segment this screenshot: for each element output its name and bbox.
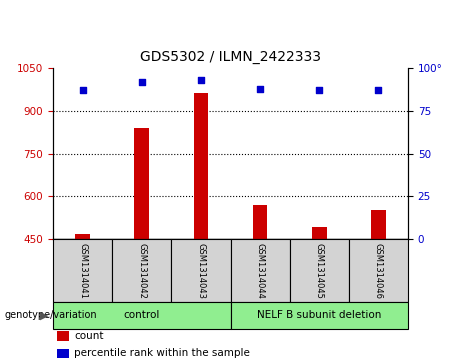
Text: GSM1314045: GSM1314045 [315, 243, 324, 298]
Bar [134, 128, 149, 239]
Bar [57, 348, 69, 358]
Bar [371, 210, 386, 239]
Text: ▶: ▶ [40, 310, 48, 321]
Bar [75, 234, 90, 239]
Bar [57, 331, 69, 341]
Bar [230, 239, 290, 302]
Bar [349, 239, 408, 302]
Bar [53, 239, 112, 302]
Point [256, 86, 264, 91]
Point [315, 87, 323, 93]
Bar [194, 93, 208, 239]
Bar [171, 239, 230, 302]
Point [79, 87, 86, 93]
Text: GSM1314043: GSM1314043 [196, 242, 206, 299]
Point [375, 87, 382, 93]
Text: percentile rank within the sample: percentile rank within the sample [74, 348, 250, 358]
Bar [112, 239, 171, 302]
Text: genotype/variation: genotype/variation [5, 310, 97, 321]
Point [197, 77, 205, 83]
Bar [253, 205, 267, 239]
Bar [312, 228, 327, 239]
Text: GSM1314041: GSM1314041 [78, 243, 87, 298]
Bar [53, 302, 230, 329]
Text: NELF B subunit deletion: NELF B subunit deletion [257, 310, 381, 321]
Text: count: count [74, 331, 104, 341]
Text: control: control [124, 310, 160, 321]
Bar [290, 239, 349, 302]
Bar [230, 302, 408, 329]
Text: GSM1314044: GSM1314044 [255, 243, 265, 298]
Point [138, 79, 145, 85]
Text: GSM1314042: GSM1314042 [137, 243, 146, 298]
Text: GSM1314046: GSM1314046 [374, 242, 383, 299]
Title: GDS5302 / ILMN_2422333: GDS5302 / ILMN_2422333 [140, 50, 321, 65]
